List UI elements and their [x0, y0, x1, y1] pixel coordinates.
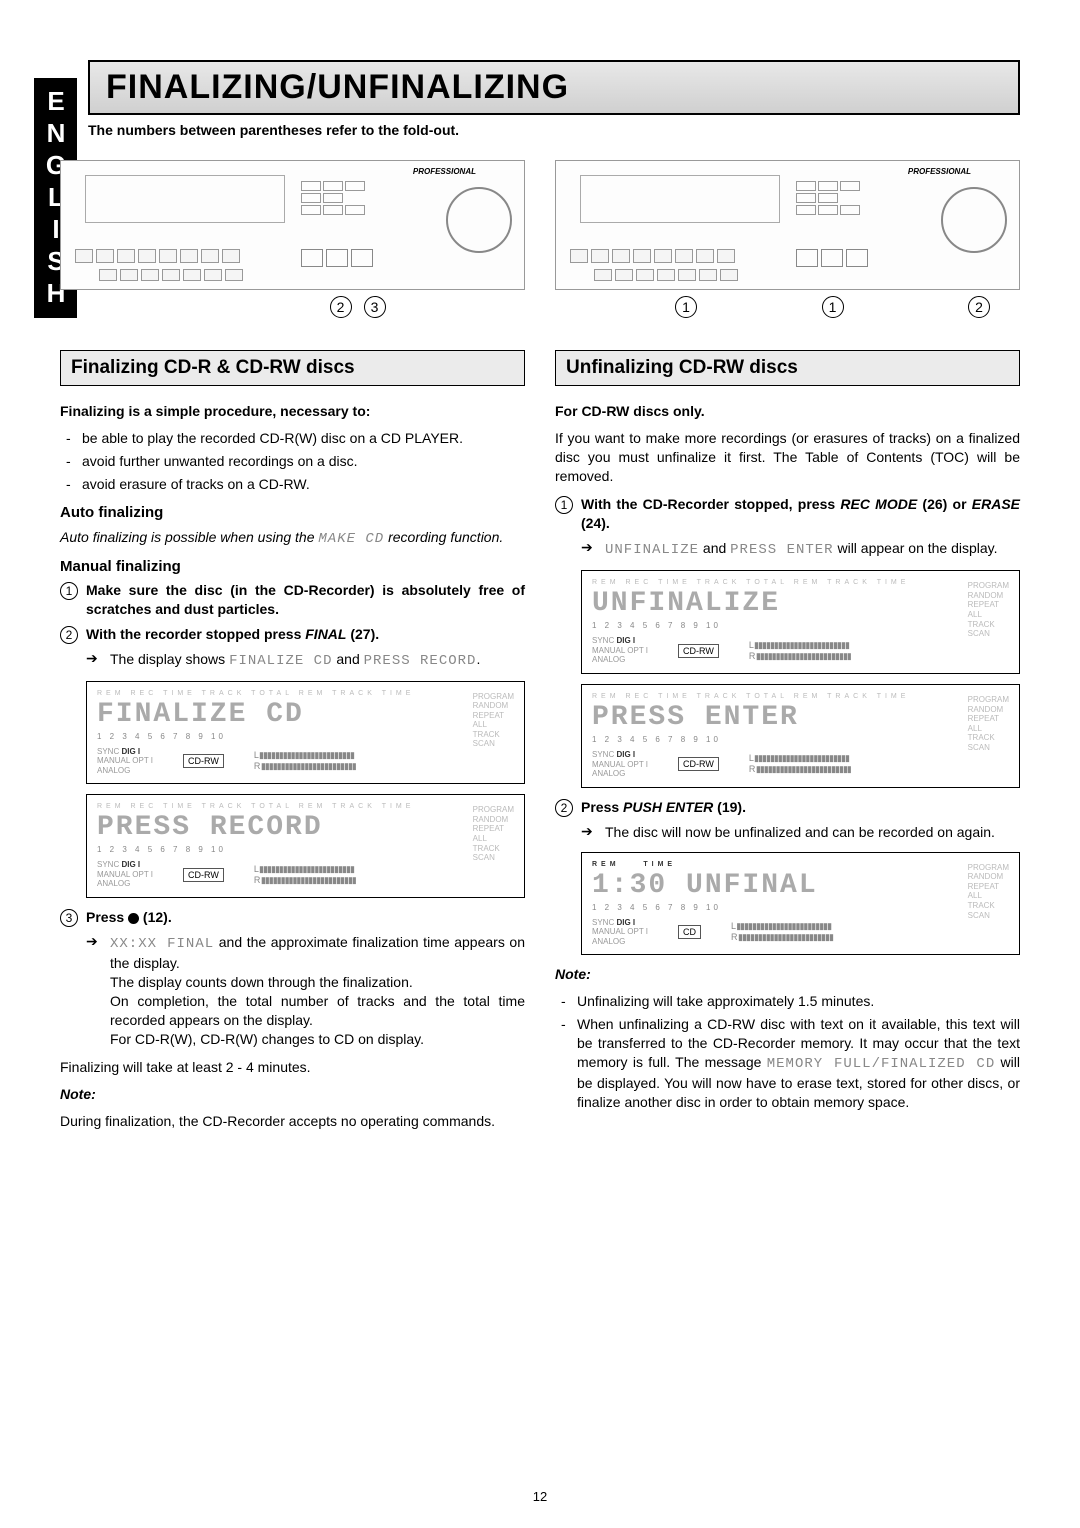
note-body: During finalization, the CD-Recorder acc…: [60, 1112, 525, 1131]
callout-1a: 1: [675, 296, 697, 318]
lcd-display-press-record: REM REC TIME TRACK TOTAL REM TRACK TIME …: [86, 794, 525, 898]
right-step-2-result: ➔ The disc will now be unfinalized and c…: [581, 823, 1020, 842]
section-heading-unfinalizing: Unfinalizing CD-RW discs: [555, 350, 1020, 386]
callout-row-right: 1 1 2: [555, 296, 1020, 326]
step-number-1: 1: [555, 496, 573, 514]
step-number-3: 3: [60, 909, 78, 927]
step-2-result: ➔ The display shows FINALIZE CD and PRES…: [86, 650, 525, 671]
lcd-display-130-unfinal: REM TIME 1:30 UNFINAL 1 2 3 4 5 6 7 8 9 …: [581, 852, 1020, 956]
unfinalizing-intro-body: If you want to make more recordings (or …: [555, 429, 1020, 486]
callout-2: 2: [330, 296, 352, 318]
auto-finalizing-body: Auto finalizing is possible when using t…: [60, 528, 525, 549]
device-diagram-right: PROFESSIONAL: [555, 160, 1020, 290]
callout-2b: 2: [968, 296, 990, 318]
finalizing-intro-head: Finalizing is a simple procedure, necess…: [60, 402, 525, 421]
right-note-heading: Note:: [555, 965, 1020, 984]
finalizing-bullets: be able to play the recorded CD-R(W) dis…: [60, 429, 525, 494]
lcd-display-finalize: REM REC TIME TRACK TOTAL REM TRACK TIME …: [86, 681, 525, 785]
right-notes: Unfinalizing will take approximately 1.5…: [555, 992, 1020, 1111]
manual-finalizing-head: Manual finalizing: [60, 557, 525, 577]
page-title: FINALIZING/UNFINALIZING: [106, 68, 1002, 107]
record-icon: [128, 913, 139, 924]
bullet: be able to play the recorded CD-R(W) dis…: [60, 429, 525, 448]
step-3: 3 Press (12).: [60, 908, 525, 927]
professional-label: PROFESSIONAL: [908, 167, 971, 176]
subtitle: The numbers between parentheses refer to…: [88, 121, 1020, 140]
step-2: 2 With the recorder stopped press FINAL …: [60, 625, 525, 644]
title-bar: FINALIZING/UNFINALIZING: [88, 60, 1020, 115]
step-1: 1 Make sure the disc (in the CD-Recorder…: [60, 581, 525, 619]
section-heading-finalizing: Finalizing CD-R & CD-RW discs: [60, 350, 525, 386]
step-number-2: 2: [60, 626, 78, 644]
right-step-1: 1 With the CD-Recorder stopped, press RE…: [555, 495, 1020, 533]
right-column: PROFESSIONAL 1 1 2 Unfinalizing CD-RW di…: [555, 160, 1020, 1139]
right-step-1-result: ➔ UNFINALIZE and PRESS ENTER will appear…: [581, 539, 1020, 560]
left-column: PROFESSIONAL 2 3 Finalizing CD-R & CD-RW…: [60, 160, 525, 1139]
lcd-display-press-enter: REM REC TIME TRACK TOTAL REM TRACK TIME …: [581, 684, 1020, 788]
step-number-1: 1: [60, 582, 78, 600]
note-heading: Note:: [60, 1085, 525, 1104]
callout-row-left: 2 3: [60, 296, 525, 326]
page-number: 12: [533, 1489, 547, 1504]
callout-1b: 1: [822, 296, 844, 318]
note-item: Unfinalizing will take approximately 1.5…: [555, 992, 1020, 1011]
bullet: avoid erasure of tracks on a CD-RW.: [60, 475, 525, 494]
device-diagram-left: PROFESSIONAL: [60, 160, 525, 290]
step-3-result: ➔ XX:XX FINAL and the approximate finali…: [86, 933, 525, 1048]
right-step-2: 2 Press PUSH ENTER (19).: [555, 798, 1020, 817]
callout-3: 3: [364, 296, 386, 318]
unfinalizing-intro-head: For CD-RW discs only.: [555, 402, 1020, 421]
auto-finalizing-head: Auto finalizing: [60, 503, 525, 523]
professional-label: PROFESSIONAL: [413, 167, 476, 176]
bullet: avoid further unwanted recordings on a d…: [60, 452, 525, 471]
finalizing-duration: Finalizing will take at least 2 - 4 minu…: [60, 1058, 525, 1077]
note-item: When unfinalizing a CD-RW disc with text…: [555, 1015, 1020, 1111]
step-number-2: 2: [555, 799, 573, 817]
lcd-display-unfinalize: REM REC TIME TRACK TOTAL REM TRACK TIME …: [581, 570, 1020, 674]
